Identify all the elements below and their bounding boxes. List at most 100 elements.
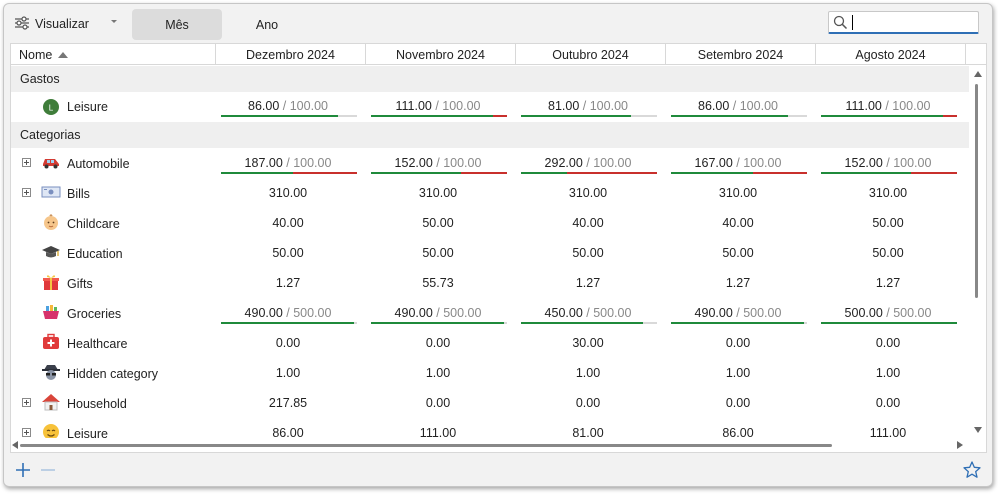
table-row[interactable]: Gifts 1.27 55.73 1.27 1.27 1.27	[11, 268, 969, 298]
budget-progress-spent	[671, 172, 753, 174]
budget-progress-bar	[821, 115, 957, 117]
vertical-scrollbar[interactable]	[969, 66, 986, 438]
row-label: Automobile	[67, 157, 130, 171]
table-row[interactable]: Automobile 187.00 / 100.00 152.00 / 100.00…	[11, 148, 969, 178]
table-row[interactable]: Bills 310.00 310.00 310.00 310.00 310.00	[11, 178, 969, 208]
table-row[interactable]: L Leisure 86.00 / 100.00 111.00 / 100.00 81.…	[11, 92, 969, 122]
shopping-basket-icon	[41, 302, 61, 322]
budget-cell: 450.00 / 500.00	[518, 306, 658, 320]
column-header-month[interactable]: Dezembro 2024	[216, 44, 366, 65]
budget-separator: /	[431, 99, 443, 113]
table-row[interactable]: Leisure 86.00 111.00 81.00 86.00 111.00	[11, 418, 969, 438]
sort-ascending-icon	[58, 51, 69, 58]
table-header: Nome Dezembro 2024 Novembro 2024 Outubro…	[11, 44, 986, 65]
vertical-scroll-thumb[interactable]	[975, 84, 978, 298]
budget-progress-spent	[821, 172, 911, 174]
spent-amount: 450.00	[544, 306, 583, 320]
horizontal-scrollbar[interactable]	[11, 438, 969, 452]
budget-separator: /	[582, 306, 594, 320]
favorite-star-icon[interactable]	[962, 460, 982, 480]
view-menu-label: Visualizar	[35, 17, 89, 31]
horizontal-scroll-thumb[interactable]	[20, 444, 832, 447]
table-row[interactable]: Childcare 40.00 50.00 40.00 40.00 50.00	[11, 208, 969, 238]
budget-amount: 100.00	[589, 99, 628, 113]
chevron-down-icon[interactable]	[109, 16, 119, 26]
column-header-month[interactable]: Novembro 2024	[366, 44, 516, 65]
table-row[interactable]: Healthcare 0.00 0.00 30.00 0.00 0.00	[11, 328, 969, 358]
budget-progress-spent	[821, 322, 957, 324]
budget-progress-spent	[221, 115, 338, 117]
table-row[interactable]: Household 217.85 0.00 0.00 0.00 0.00	[11, 388, 969, 418]
row-label: Healthcare	[67, 337, 128, 351]
spent-amount: 152.00	[394, 156, 433, 170]
amount-cell: 50.00	[722, 246, 754, 260]
column-header-name[interactable]: Nome	[11, 44, 216, 65]
budget-cell: 187.00 / 100.00	[218, 156, 358, 170]
search-input[interactable]	[851, 14, 975, 31]
amount-cell: 50.00	[572, 246, 604, 260]
graduation-cap-icon	[41, 242, 61, 262]
baby-icon	[41, 212, 61, 232]
text-cursor	[852, 15, 853, 30]
budget-progress-bar	[821, 322, 957, 324]
expand-icon[interactable]	[22, 398, 31, 407]
budget-cell: 86.00 / 100.00	[218, 99, 358, 113]
column-header-month[interactable]: Outubro 2024	[516, 44, 666, 65]
budget-amount: 100.00	[289, 99, 328, 113]
budget-progress-spent	[671, 115, 788, 117]
budget-amount: 100.00	[442, 99, 481, 113]
table-row[interactable]: Hidden category 1.00 1.00 1.00 1.00 1.00	[11, 358, 969, 388]
tab-year[interactable]: Ano	[255, 17, 279, 32]
scroll-right-arrow-icon[interactable]	[957, 441, 963, 449]
house-icon	[41, 392, 61, 412]
budget-progress-over	[752, 172, 807, 174]
budget-cell: 500.00 / 500.00	[818, 306, 958, 320]
row-label: Groceries	[67, 307, 122, 321]
budget-table: Nome Dezembro 2024 Novembro 2024 Outubro…	[10, 43, 987, 453]
budget-progress-spent	[671, 322, 805, 324]
expand-icon[interactable]	[22, 188, 31, 197]
table-row[interactable]: Education 50.00 50.00 50.00 50.00 50.00	[11, 238, 969, 268]
amount-cell: 81.00	[572, 426, 604, 438]
amount-cell: 1.00	[425, 366, 451, 380]
column-header-month[interactable]: Agosto 2024	[816, 44, 966, 65]
table-row[interactable]: Groceries 490.00 / 500.00 490.00 / 500.00 4…	[11, 298, 969, 328]
spent-amount: 490.00	[694, 306, 733, 320]
budget-progress-over	[567, 172, 657, 174]
amount-cell: 50.00	[422, 216, 454, 230]
scroll-up-arrow-icon[interactable]	[974, 71, 982, 77]
budget-separator: /	[282, 306, 294, 320]
budget-progress-over	[493, 115, 507, 117]
search-box[interactable]	[828, 11, 979, 34]
amount-cell: 310.00	[268, 186, 308, 200]
budget-separator: /	[882, 156, 894, 170]
amount-cell: 1.27	[875, 276, 901, 290]
amount-cell: 310.00	[418, 186, 458, 200]
search-icon	[833, 15, 848, 33]
spent-amount: 86.00	[248, 99, 280, 113]
amount-cell: 40.00	[272, 216, 304, 230]
budget-separator: /	[729, 99, 740, 113]
view-menu-button[interactable]: Visualizar	[14, 12, 89, 36]
remove-button[interactable]	[39, 461, 57, 479]
column-header-month[interactable]: Setembro 2024	[666, 44, 816, 65]
spent-amount: 81.00	[548, 99, 580, 113]
spent-amount: 292.00	[544, 156, 583, 170]
amount-cell: 40.00	[572, 216, 604, 230]
scroll-left-arrow-icon[interactable]	[12, 441, 18, 449]
tab-month[interactable]: Mês	[132, 9, 222, 40]
budget-progress-spent	[521, 322, 644, 324]
add-button[interactable]	[14, 461, 32, 479]
budget-separator: /	[582, 156, 594, 170]
spent-amount: 86.00	[698, 99, 730, 113]
budget-amount: 100.00	[593, 156, 632, 170]
section-label: Gastos	[20, 72, 60, 86]
budget-cell: 81.00 / 100.00	[518, 99, 658, 113]
expand-icon[interactable]	[22, 158, 31, 167]
table-body: Gastos L Leisure 86.00 / 100.00 111.00 / 100…	[11, 66, 969, 438]
amount-cell: 0.00	[875, 396, 901, 410]
expand-icon[interactable]	[22, 428, 31, 437]
amount-cell: 0.00	[425, 396, 451, 410]
scroll-down-arrow-icon[interactable]	[974, 427, 982, 433]
budget-cell: 490.00 / 500.00	[668, 306, 808, 320]
